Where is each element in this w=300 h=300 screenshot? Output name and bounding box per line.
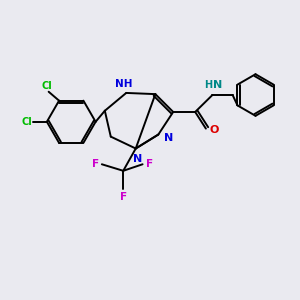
- Text: F: F: [146, 159, 153, 169]
- Text: O: O: [209, 125, 219, 135]
- Text: F: F: [92, 159, 99, 169]
- Text: Cl: Cl: [21, 117, 32, 127]
- Text: F: F: [120, 192, 127, 202]
- Text: H: H: [204, 80, 212, 90]
- Text: N: N: [213, 80, 222, 90]
- Text: N: N: [133, 154, 142, 164]
- Text: Cl: Cl: [42, 81, 52, 91]
- Text: N: N: [164, 133, 173, 143]
- Text: NH: NH: [115, 79, 133, 89]
